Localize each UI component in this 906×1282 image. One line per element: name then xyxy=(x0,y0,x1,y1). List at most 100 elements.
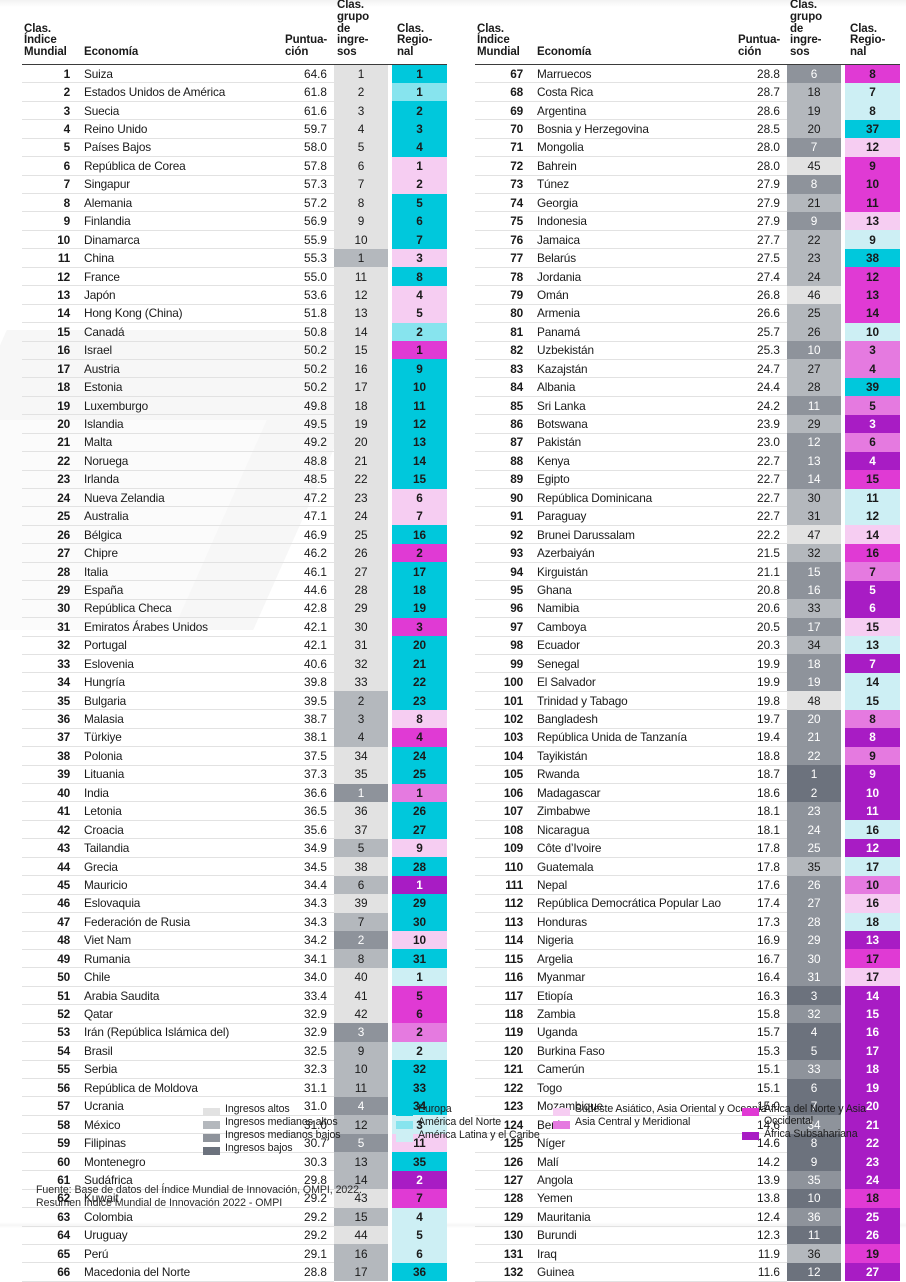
table-row: 94 Kirguistán 21.1 15 7 xyxy=(475,562,900,582)
cell-gap xyxy=(841,765,845,784)
cell-gap xyxy=(841,359,845,378)
cell-gap xyxy=(388,672,392,692)
cell-economy: Indonesia xyxy=(531,211,735,231)
cell-regional-rank: 31 xyxy=(392,949,447,968)
cell-global-rank: 105 xyxy=(475,765,531,785)
cell-score: 34.9 xyxy=(282,838,334,858)
cell-gap xyxy=(841,617,845,637)
cell-economy: Burkina Faso xyxy=(531,1041,735,1061)
cell-score: 30.3 xyxy=(282,1152,334,1172)
cell-income-rank: 37 xyxy=(334,820,388,839)
cell-income-rank: 13 xyxy=(334,1152,388,1171)
cell-gap xyxy=(388,1023,392,1042)
table-row: 30 República Checa 42.8 29 19 xyxy=(22,599,447,619)
cell-income-rank: 3 xyxy=(334,101,388,120)
table-row: 71 Mongolia 28.0 7 12 xyxy=(475,138,900,158)
cell-gap xyxy=(388,525,392,544)
cell-regional-rank: 6 xyxy=(845,433,900,452)
table-row: 34 Hungría 39.8 33 22 xyxy=(22,672,447,692)
cell-score: 34.2 xyxy=(282,931,334,950)
cell-score: 18.1 xyxy=(735,820,787,840)
cell-gap xyxy=(841,599,845,618)
cell-score: 61.6 xyxy=(282,101,334,121)
cell-regional-rank: 1 xyxy=(392,156,447,176)
table-row: 126 Malí 14.2 9 23 xyxy=(475,1152,900,1172)
cell-regional-rank: 15 xyxy=(845,617,900,637)
cell-economy: Zimbabwe xyxy=(531,801,735,821)
cell-income-rank: 30 xyxy=(334,617,388,637)
cell-economy: Letonia xyxy=(78,801,282,821)
cell-economy: Irlanda xyxy=(78,470,282,490)
cell-income-rank: 33 xyxy=(787,1060,841,1079)
cell-regional-rank: 3 xyxy=(845,414,900,434)
cell-regional-rank: 7 xyxy=(392,506,447,526)
cell-economy: Kirguistán xyxy=(531,562,735,582)
cell-regional-rank: 2 xyxy=(392,1041,447,1061)
legend-item: Sudeste Asiático, Asia Oriental y Oceaní… xyxy=(553,1103,767,1116)
cell-regional-rank: 16 xyxy=(845,820,900,839)
cell-regional-rank: 13 xyxy=(845,931,900,950)
cell-score: 12.3 xyxy=(735,1226,787,1245)
legend-swatch xyxy=(742,1132,759,1141)
cell-score: 18.6 xyxy=(735,783,787,803)
cell-gap xyxy=(841,414,845,434)
cell-gap xyxy=(841,1004,845,1024)
table-row: 2 Estados Unidos de América 61.8 2 1 xyxy=(22,82,447,102)
table-row: 48 Viet Nam 34.2 2 10 xyxy=(22,931,447,950)
cell-economy: Finlandia xyxy=(78,211,282,231)
cell-economy: Yemen xyxy=(531,1189,735,1209)
cell-gap xyxy=(388,267,392,286)
cell-regional-rank: 8 xyxy=(845,709,900,729)
cell-global-rank: 118 xyxy=(475,1004,531,1024)
cell-economy: Uganda xyxy=(531,1023,735,1043)
table-row: 50 Chile 34.0 40 1 xyxy=(22,967,447,987)
cell-score: 28.6 xyxy=(735,101,787,121)
cell-score: 56.9 xyxy=(282,211,334,231)
cell-economy: Irán (República Islámica del) xyxy=(78,1023,282,1043)
cell-economy: Nigeria xyxy=(531,931,735,950)
cell-score: 55.3 xyxy=(282,248,334,268)
cell-global-rank: 31 xyxy=(22,617,78,637)
cell-income-rank: 25 xyxy=(787,838,841,858)
cell-economy: Azerbaiyán xyxy=(531,543,735,563)
cell-income-rank: 2 xyxy=(334,691,388,710)
cell-gap xyxy=(388,82,392,102)
cell-income-rank: 22 xyxy=(787,746,841,766)
cell-score: 37.3 xyxy=(282,765,334,785)
cell-regional-rank: 14 xyxy=(392,451,447,471)
cell-economy: Dinamarca xyxy=(78,230,282,250)
cell-global-rank: 102 xyxy=(475,709,531,729)
cell-regional-rank: 8 xyxy=(392,267,447,286)
cell-income-rank: 5 xyxy=(334,1133,388,1153)
cell-gap xyxy=(841,138,845,157)
header-line: sos xyxy=(790,46,810,59)
cell-score: 20.5 xyxy=(735,617,787,637)
col-header-regional-rank: Clas. Regio-nal xyxy=(392,0,447,61)
cell-global-rank: 59 xyxy=(22,1133,78,1153)
cell-score: 19.7 xyxy=(735,709,787,729)
cell-regional-rank: 23 xyxy=(392,691,447,710)
cell-gap xyxy=(388,451,392,471)
cell-score: 34.0 xyxy=(282,967,334,987)
cell-score: 17.3 xyxy=(735,912,787,932)
cell-score: 22.7 xyxy=(735,506,787,526)
cell-economy: Australia xyxy=(78,506,282,526)
cell-economy: Marruecos xyxy=(531,64,735,84)
table-row: 74 Georgia 27.9 21 11 xyxy=(475,193,900,213)
cell-global-rank: 45 xyxy=(22,875,78,895)
cell-economy: Malí xyxy=(531,1152,735,1172)
cell-gap xyxy=(388,857,392,876)
cell-regional-rank: 22 xyxy=(845,1133,900,1153)
cell-income-rank: 8 xyxy=(334,193,388,212)
table-row: 95 Ghana 20.8 16 5 xyxy=(475,580,900,600)
cell-economy: Nueva Zelandia xyxy=(78,488,282,508)
legend-item: América Latina y el Caribe xyxy=(396,1130,540,1142)
cell-global-rank: 83 xyxy=(475,359,531,379)
cell-economy: Austria xyxy=(78,359,282,379)
cell-gap xyxy=(388,1041,392,1061)
cell-regional-rank: 12 xyxy=(845,138,900,157)
cell-economy: Rumania xyxy=(78,949,282,969)
cell-income-rank: 24 xyxy=(787,820,841,839)
table-row: 8 Alemania 57.2 8 5 xyxy=(22,193,447,213)
cell-income-rank: 28 xyxy=(787,912,841,932)
